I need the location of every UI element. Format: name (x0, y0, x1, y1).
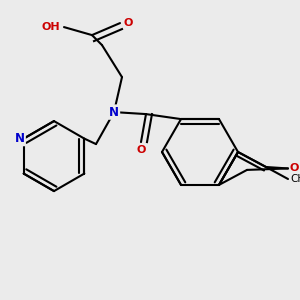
Text: O: O (136, 145, 146, 155)
Text: N: N (15, 132, 25, 145)
Text: CH₃: CH₃ (290, 174, 300, 184)
Text: O: O (124, 18, 134, 28)
Text: N: N (109, 106, 119, 118)
Text: OH: OH (41, 22, 60, 32)
Text: O: O (290, 164, 299, 173)
